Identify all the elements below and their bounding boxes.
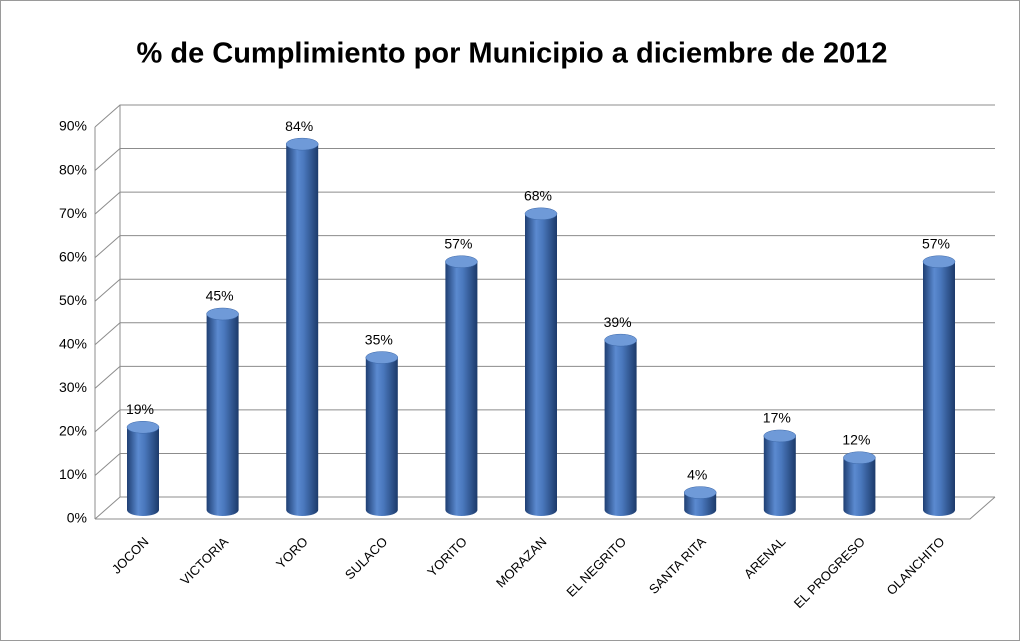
bar — [206, 314, 239, 516]
bar-top — [206, 307, 239, 321]
grid-line — [94, 409, 995, 433]
data-label: 84% — [285, 118, 313, 134]
bar-top — [922, 255, 956, 268]
data-label: 19% — [126, 401, 154, 417]
y-tick-label: 10% — [59, 466, 87, 482]
data-label: 57% — [444, 235, 472, 251]
y-tick-label: 60% — [59, 248, 87, 264]
data-label: 68% — [524, 188, 552, 204]
grid-line — [94, 235, 995, 259]
bar — [684, 492, 717, 516]
y-tick-label: 70% — [59, 205, 87, 221]
data-label: 35% — [365, 331, 393, 347]
data-label: 4% — [687, 466, 707, 482]
grid-line — [94, 191, 995, 215]
y-tick-label: 80% — [59, 161, 87, 177]
data-label: 39% — [604, 314, 632, 330]
grid-line — [94, 452, 995, 476]
bar — [286, 144, 319, 516]
data-label: 12% — [842, 431, 870, 447]
chart-title: % de Cumplimiento por Municipio a diciem… — [137, 38, 888, 70]
bar-top — [126, 420, 160, 434]
grid-line — [94, 148, 995, 171]
bar-top — [604, 333, 637, 347]
data-label: 45% — [206, 288, 234, 304]
bar — [525, 213, 557, 517]
bar — [445, 261, 478, 516]
bar-top — [285, 137, 319, 151]
y-tick-label: 40% — [59, 335, 87, 351]
bar — [923, 261, 955, 516]
bar-top — [445, 255, 478, 268]
bar — [604, 340, 637, 516]
y-tick-label: 30% — [59, 379, 87, 395]
bar-top — [683, 486, 717, 499]
bar-top — [763, 429, 797, 443]
grid-line — [94, 278, 995, 302]
data-label: 17% — [763, 410, 791, 426]
y-tick-label: 0% — [67, 510, 87, 526]
bar — [763, 435, 796, 516]
grid-line — [94, 365, 995, 389]
bar-top — [524, 207, 558, 221]
grid-line — [94, 104, 995, 128]
floor — [95, 496, 996, 520]
data-label: 57% — [922, 235, 950, 251]
bar — [127, 427, 159, 516]
grid-line — [94, 322, 995, 346]
bar — [843, 457, 876, 516]
y-tick-label: 20% — [59, 423, 87, 439]
y-tick-label: 50% — [59, 292, 87, 308]
bar-top — [843, 451, 876, 464]
bar-top — [365, 351, 399, 364]
bar — [365, 357, 398, 516]
y-tick-label: 90% — [59, 118, 87, 134]
